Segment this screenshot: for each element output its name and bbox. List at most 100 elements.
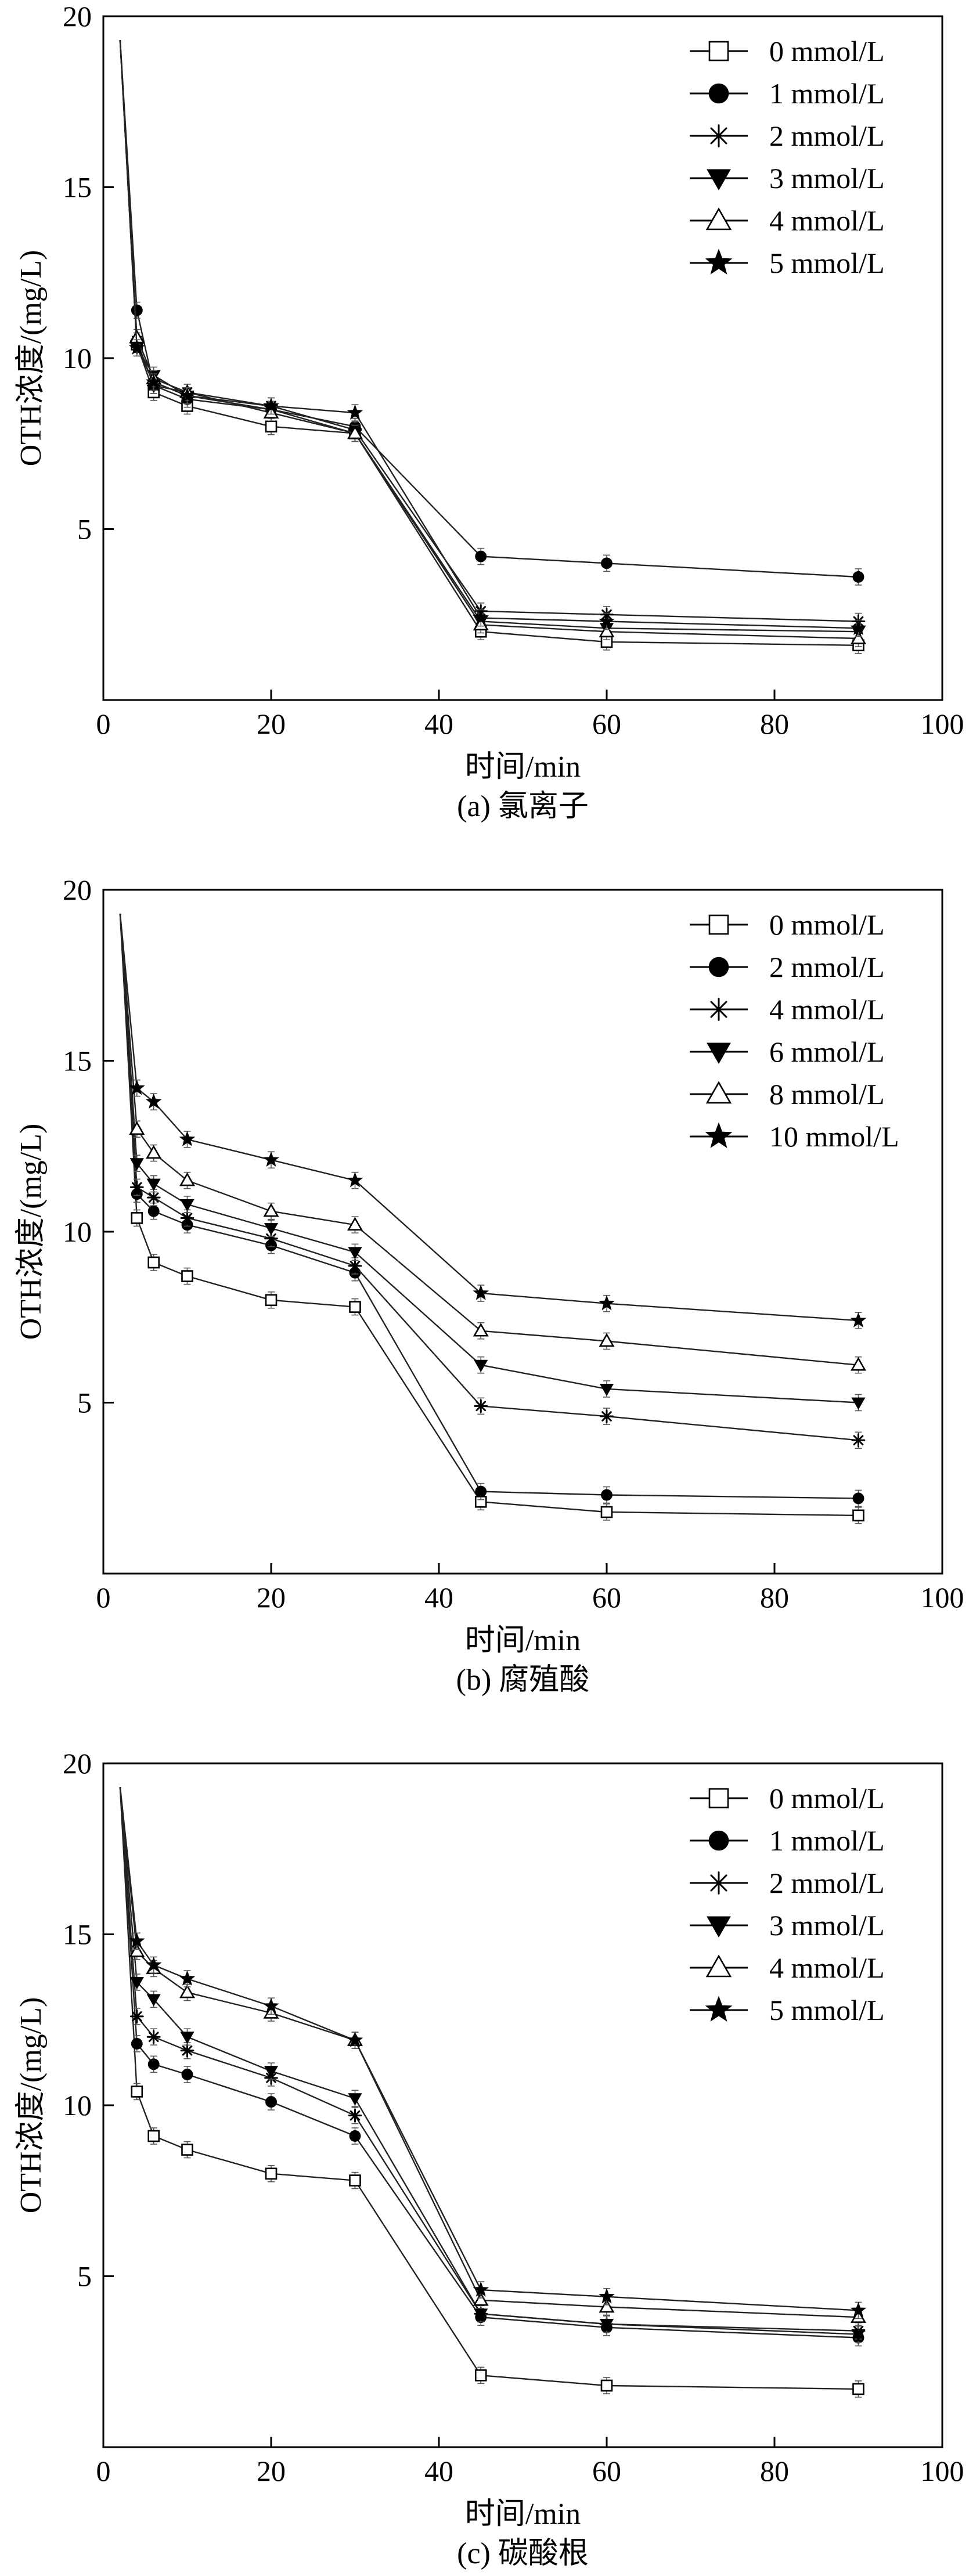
- data-point: [179, 1131, 196, 1146]
- x-tick-label: 40: [424, 2455, 453, 2487]
- x-tick-label: 60: [592, 1581, 621, 1614]
- legend: 0 mmol/L 2 mmol/L 4 mmol/L 6 mmol/L 8 mmol/L…: [690, 908, 899, 1153]
- series-line: [119, 1787, 859, 2339]
- data-point: [599, 2288, 615, 2304]
- plot-frame: [102, 1762, 943, 2448]
- data-point: [181, 1270, 193, 1282]
- legend-label: 0 mmol/L: [769, 35, 885, 67]
- series-line: [119, 40, 859, 640]
- legend-marker: [707, 998, 730, 1021]
- data-point: [851, 1397, 866, 1410]
- data-point: [145, 1957, 162, 1972]
- legend-label: 1 mmol/L: [769, 77, 885, 110]
- series-0: [119, 1787, 864, 2398]
- y-axis-label: OTH浓度/(mg/L): [15, 250, 48, 467]
- data-point: [599, 613, 615, 629]
- y-axis-label: OTH浓度/(mg/L): [15, 1124, 48, 1340]
- y-tick-label: 10: [63, 2089, 92, 2122]
- legend-marker: [708, 83, 729, 104]
- series-line: [119, 40, 859, 633]
- data-point: [599, 2299, 615, 2313]
- data-point: [265, 420, 278, 433]
- data-point: [129, 1943, 145, 1957]
- data-point: [263, 1203, 279, 1217]
- legend-marker: [705, 1996, 733, 2022]
- data-point: [263, 397, 279, 413]
- data-point: [179, 1984, 195, 1998]
- data-point: [265, 2167, 278, 2180]
- data-point: [850, 1312, 867, 1327]
- data-point: [265, 2096, 277, 2108]
- legend-label: 3 mmol/L: [769, 162, 885, 194]
- data-point: [129, 2009, 144, 2023]
- data-point: [347, 404, 363, 420]
- series-5: [119, 40, 867, 637]
- x-tick-label: 80: [760, 708, 789, 740]
- data-point: [852, 1509, 864, 1522]
- data-point: [179, 1970, 196, 1986]
- data-point: [599, 623, 615, 637]
- chart-panel-2: 0 20 40 60 80 100 5 10 15 20 时间/min (c) 碳酸根 OTH浓度/(m…: [15, 1747, 964, 2570]
- y-tick-label: 5: [77, 513, 92, 546]
- legend-marker: [707, 124, 730, 147]
- legend-label: 1 mmol/L: [769, 1824, 885, 1857]
- series-line: [119, 40, 859, 629]
- series-0: [119, 914, 864, 1524]
- series-line: [119, 40, 859, 622]
- data-point: [474, 2369, 487, 2382]
- data-point: [179, 387, 196, 403]
- x-tick-label: 80: [760, 2455, 789, 2487]
- chart-panel-1: 0 20 40 60 80 100 5 10 15 20 时间/min (b) 腐殖酸 OTH浓度/(m…: [15, 874, 964, 1697]
- data-point: [474, 1399, 488, 1413]
- data-point: [599, 2319, 614, 2332]
- series-line: [119, 914, 859, 1404]
- series-3: [119, 1787, 866, 2343]
- y-tick-label: 5: [77, 2260, 92, 2293]
- data-point: [851, 1433, 866, 1448]
- series-0: [119, 40, 864, 654]
- data-point: [129, 1080, 145, 1095]
- data-point: [129, 1180, 144, 1195]
- legend-marker: [708, 914, 729, 935]
- data-point: [180, 1211, 194, 1225]
- legend-label: 5 mmol/L: [769, 247, 885, 279]
- series-line: [119, 1787, 859, 2335]
- x-tick-label: 60: [592, 2455, 621, 2487]
- data-point: [147, 1205, 160, 1217]
- data-point: [129, 339, 145, 355]
- legend-marker: [707, 1042, 731, 1065]
- series-4: [119, 1787, 866, 2326]
- series-2: [119, 40, 866, 630]
- series-3: [119, 40, 866, 640]
- legend-marker: [707, 1871, 730, 1895]
- series-line: [119, 914, 859, 1499]
- data-point: [147, 2130, 160, 2142]
- series-line: [119, 1787, 859, 2332]
- data-point: [475, 1485, 487, 1498]
- x-axis-label: 时间/min: [465, 2498, 581, 2531]
- legend-label: 8 mmol/L: [769, 1078, 885, 1110]
- series-5: [119, 914, 867, 1329]
- y-tick-label: 15: [63, 1045, 92, 1077]
- chart-caption: (b) 腐殖酸: [456, 1664, 590, 1697]
- legend-marker: [707, 1916, 731, 1938]
- data-point: [851, 1356, 866, 1371]
- y-tick-label: 5: [77, 1387, 92, 1419]
- legend-label: 4 mmol/L: [769, 1951, 885, 1984]
- legend-label: 4 mmol/L: [769, 204, 885, 237]
- data-point: [129, 1977, 144, 1990]
- legend-label: 2 mmol/L: [769, 120, 885, 152]
- legend-label: 10 mmol/L: [769, 1120, 899, 1153]
- legend-marker: [707, 169, 731, 191]
- x-tick-label: 100: [921, 1581, 964, 1614]
- y-tick-label: 20: [63, 0, 92, 33]
- legend-marker: [708, 1788, 729, 1809]
- series-3: [119, 914, 866, 1412]
- series-4: [119, 914, 866, 1374]
- chart-caption: (c) 碳酸根: [457, 2537, 589, 2570]
- data-point: [180, 1199, 194, 1212]
- data-point: [181, 2069, 193, 2080]
- data-point: [180, 2043, 194, 2058]
- series-2: [119, 914, 866, 1449]
